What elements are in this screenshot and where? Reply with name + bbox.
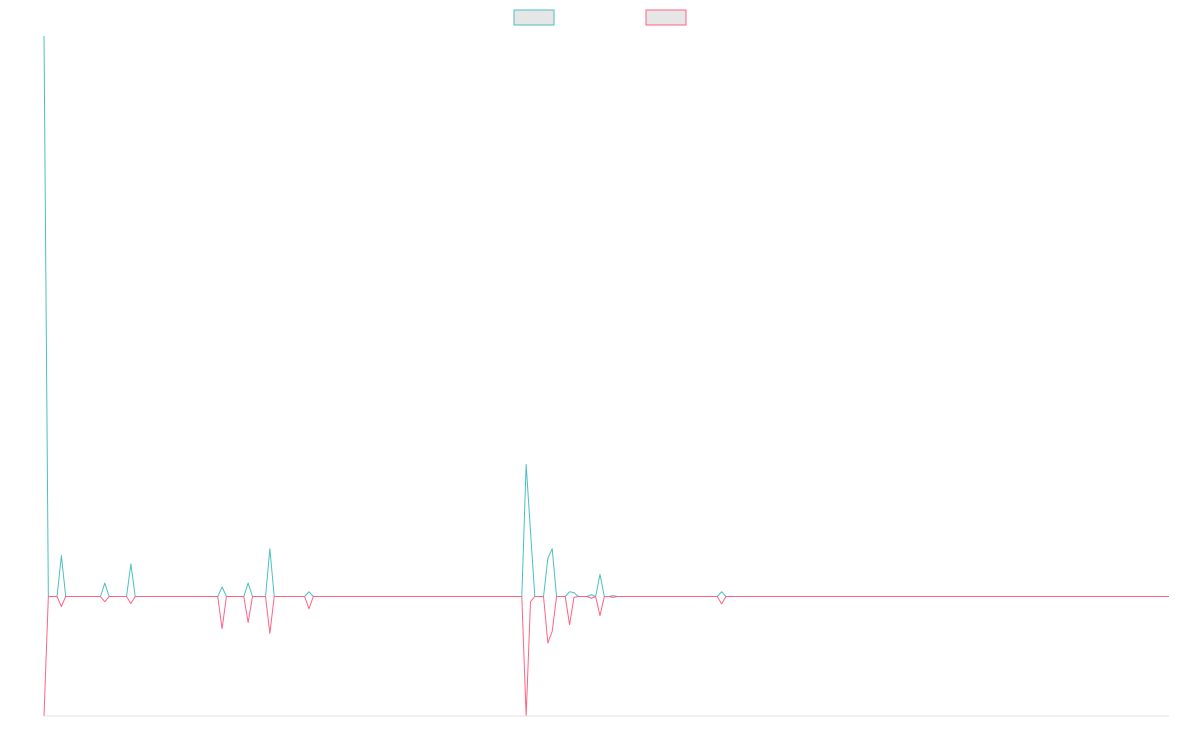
series-layer: [43, 35, 1169, 717]
legend-swatch-1[interactable]: [513, 9, 555, 26]
series-line-1: [43, 35, 1169, 598]
legend: [513, 9, 687, 26]
series-line-2: [43, 596, 1169, 717]
legend-swatch-2[interactable]: [645, 9, 687, 26]
